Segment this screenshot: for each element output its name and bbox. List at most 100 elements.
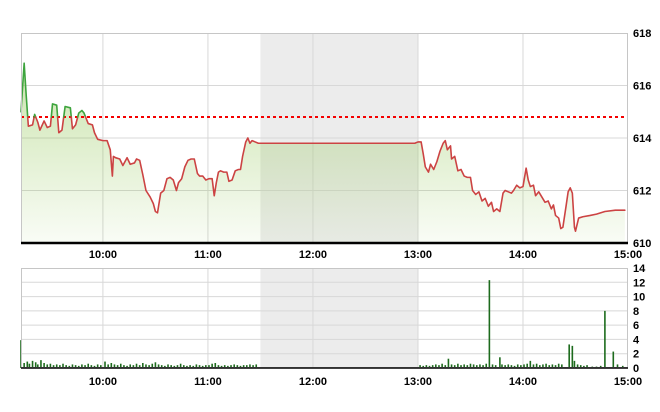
volume-bar [87,363,90,368]
volume-bar [245,365,248,368]
volume-bar [164,365,166,368]
x-tick-label: 12:00 [299,376,327,388]
volume-bar [239,365,242,368]
y-tick-label: 8 [633,306,639,318]
volume-bar [28,363,31,368]
volume-bar [453,365,456,368]
volume-bar [438,365,440,368]
session-break-band [260,268,418,368]
volume-bar [504,365,506,368]
volume-bar [170,365,172,368]
volume-bar [472,364,475,368]
volume-bar [135,363,138,368]
volume-bar [230,365,232,368]
volume-bar [40,360,42,368]
volume-bar [71,364,74,368]
volume-chart: 14 12 10 8 6 4 2 0 10:00 11:00 12:00 13:00 14:00 15:0… [20,263,646,388]
volume-bar [545,363,547,368]
volume-bar [49,363,52,368]
volume-bar [419,365,421,368]
volume-bar [52,365,55,368]
y-tick-label: 10 [633,292,645,304]
volume-bar [110,363,113,368]
price-line-down-segment [26,116,35,127]
volume-bar [157,364,160,368]
volume-bar [255,364,258,368]
volume-bar [129,364,132,368]
volume-bar [55,364,58,368]
volume-bar [126,365,128,368]
volume-bar [62,363,64,368]
volume-bar [494,365,497,368]
volume-bar [195,364,198,368]
volume-bar [441,363,443,368]
volume-bar [34,362,37,368]
volume-bar [561,364,563,368]
volume-bar [26,361,29,368]
volume-bar [460,365,462,368]
volume-bar [160,365,163,368]
volume-bar [182,365,185,368]
volume-bar [81,364,83,368]
volume-bar [513,365,516,368]
volume-bar [123,365,125,368]
volume-bar [450,364,453,368]
volume-bar [586,365,588,368]
x-tick-label: 14:00 [509,249,537,261]
volume-bar [107,364,109,368]
y-tick-label: 610 [633,238,651,250]
volume-bar [571,345,574,368]
x-tick-label: 15:00 [614,376,642,388]
volume-bar [431,365,434,368]
price-line-up-segment [33,113,37,118]
volume-bar [145,364,147,368]
y-tick-label: 618 [633,28,651,40]
volume-bar [526,363,528,368]
volume-bar [551,364,554,368]
volume-bar [211,363,213,368]
volume-bar [84,365,86,368]
volume-bar [179,363,182,368]
y-tick-label: 14 [633,263,646,275]
volume-bar [227,365,229,368]
volume-bar [447,358,450,368]
volume-bar [557,363,560,368]
volume-bar [444,365,447,368]
volume-bar [463,364,465,368]
price-line-up-segment [50,103,59,118]
volume-bar [37,364,39,368]
volume-bar [583,365,585,368]
volume-bar [538,365,541,368]
volume-bar [189,365,191,368]
volume-bar [252,365,254,368]
volume-bar [529,360,532,368]
volume-bar [192,365,195,368]
volume-bar [43,363,45,368]
volume-bar [167,364,169,368]
volume-bar [510,365,513,368]
volume-bar [59,365,61,368]
volume-bar [249,364,251,368]
volume-bar [214,363,217,368]
y-tick-label: 2 [633,349,639,361]
volume-bar [113,364,116,368]
volume-bar [148,365,150,368]
volume-bar [233,364,235,368]
volume-bar [466,365,469,368]
volume-bar [482,365,484,368]
price-line-up-segment [20,62,29,118]
volume-bar [96,364,99,368]
volume-bar [68,365,71,368]
volume-bar [93,365,96,368]
volume-bar [151,363,154,368]
volume-bar [573,360,576,368]
price-line-down-segment [34,116,53,131]
volume-bar [568,344,570,368]
price-line-up-segment [62,105,73,118]
volume-bar [142,363,144,368]
y-tick-label: 12 [633,277,645,289]
volume-bar [457,363,459,368]
volume-bar [579,365,582,368]
volume-bar [612,351,615,368]
